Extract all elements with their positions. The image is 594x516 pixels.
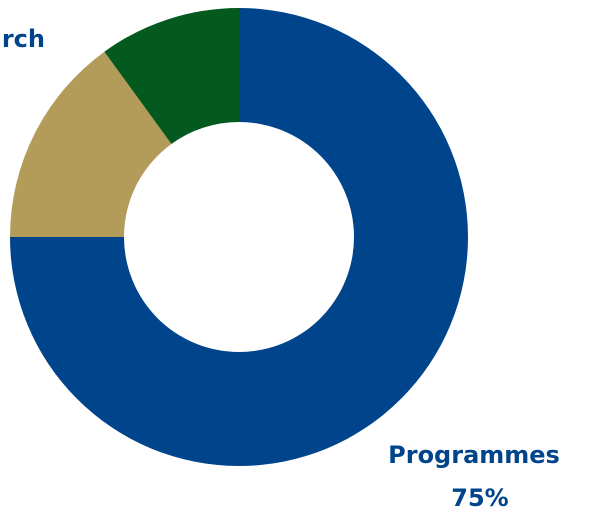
donut-slice-1 bbox=[10, 51, 172, 237]
slices-group bbox=[10, 8, 468, 466]
labels-group: rch Programmes 75% bbox=[2, 25, 560, 512]
programmes-slice-label: Programmes bbox=[388, 441, 560, 469]
donut-slice-2 bbox=[104, 8, 239, 144]
programmes-slice-value: 75% bbox=[451, 484, 508, 512]
donut-slice-0 bbox=[10, 8, 468, 466]
slice-callout-label: rch bbox=[2, 25, 45, 53]
